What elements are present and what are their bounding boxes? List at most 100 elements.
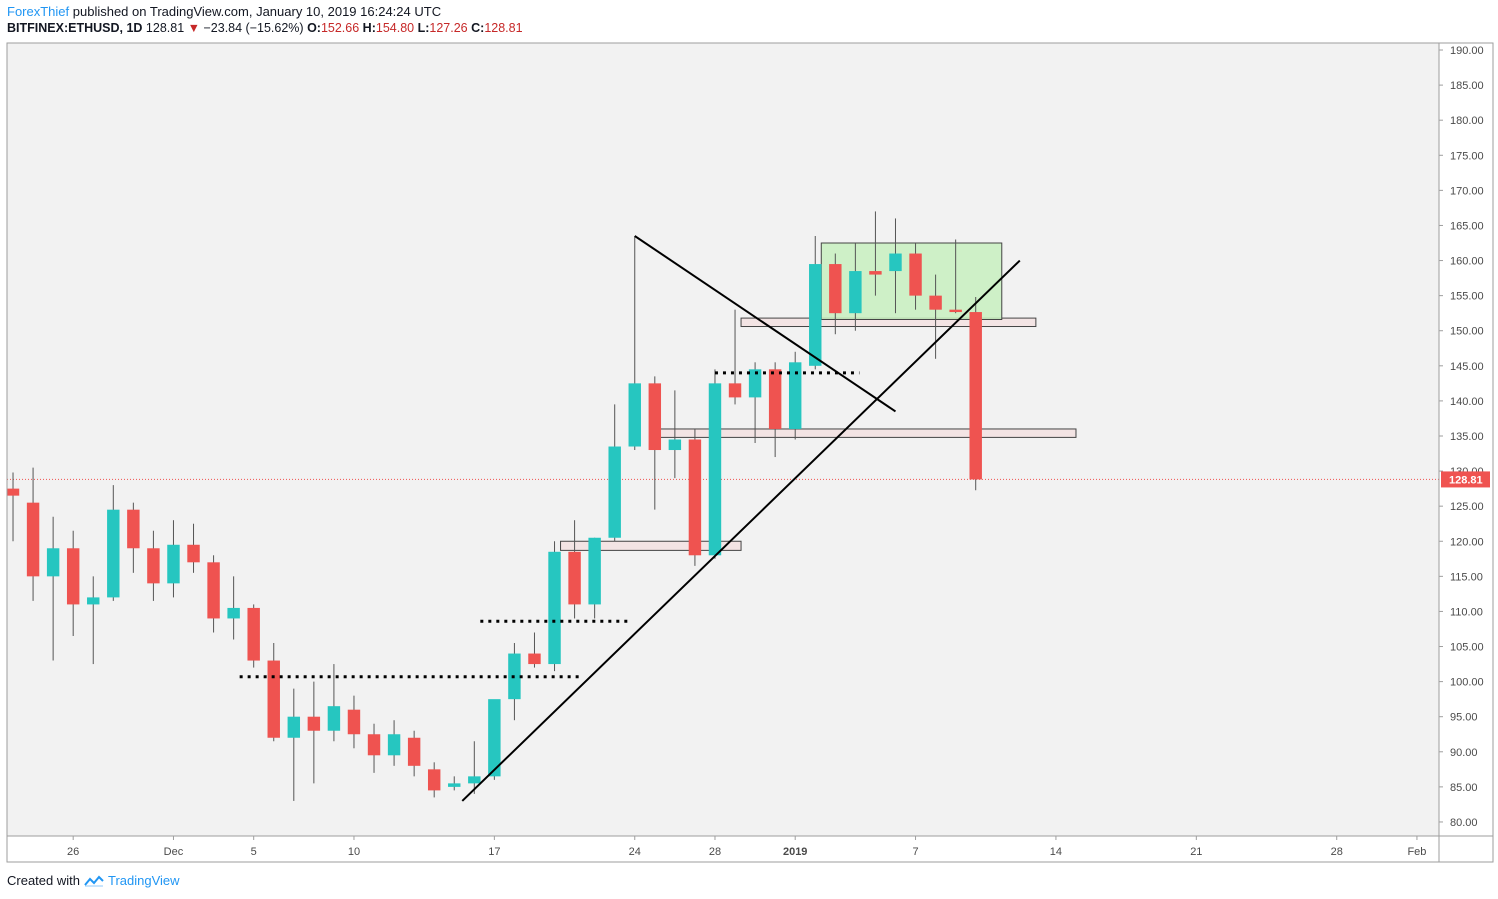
x-tick-label: 28 <box>709 846 721 858</box>
price-change: −23.84 (−15.62%) <box>203 21 304 35</box>
candle-body <box>327 706 341 731</box>
y-tick-label: 120.00 <box>1450 536 1484 548</box>
candle[interactable] <box>548 541 561 672</box>
x-tick-label: 5 <box>251 846 257 858</box>
candle-body <box>87 597 100 605</box>
candle-body <box>809 264 822 366</box>
candle[interactable] <box>909 243 922 310</box>
candle[interactable] <box>688 428 702 566</box>
candle[interactable] <box>728 309 742 405</box>
low-value: 127.26 <box>429 21 468 35</box>
time-axis[interactable] <box>7 836 1493 862</box>
plot-area[interactable] <box>7 43 1439 836</box>
candle-body <box>688 439 702 556</box>
candle-body <box>568 551 581 605</box>
candle[interactable] <box>849 243 862 331</box>
y-tick-label: 160.00 <box>1450 256 1484 268</box>
candle[interactable] <box>227 576 240 640</box>
candle[interactable] <box>468 741 481 794</box>
low-label: L: <box>417 21 430 35</box>
candle-body <box>407 737 421 766</box>
current-price-tag <box>1441 471 1490 488</box>
candle[interactable] <box>247 604 260 668</box>
candle[interactable] <box>387 720 401 766</box>
candle[interactable] <box>929 274 942 359</box>
candle[interactable] <box>187 523 200 573</box>
candle[interactable] <box>448 776 461 791</box>
candle-body <box>909 253 922 296</box>
candle[interactable] <box>7 472 20 542</box>
y-tick-label: 185.00 <box>1450 80 1484 92</box>
candle-body <box>107 509 120 598</box>
candle[interactable] <box>628 235 641 451</box>
candle[interactable] <box>427 762 441 798</box>
candle[interactable] <box>407 730 421 777</box>
candle[interactable] <box>87 576 100 665</box>
symbol-info: BITFINEX:ETHUSD, 1D 128.81 ▼ −23.84 (−15… <box>7 21 523 35</box>
candle[interactable] <box>568 520 581 619</box>
candle[interactable] <box>127 502 140 573</box>
rising-trendline[interactable] <box>461 259 1021 802</box>
author-link[interactable]: ForexThief <box>7 4 70 19</box>
candle[interactable] <box>708 369 722 559</box>
candle[interactable] <box>829 253 842 335</box>
candle-body <box>287 716 301 738</box>
candle[interactable] <box>608 404 621 542</box>
publish-info: ForexThief published on TradingView.com,… <box>7 4 441 19</box>
candle-body <box>448 783 461 787</box>
candle[interactable] <box>768 362 782 458</box>
candle[interactable] <box>869 211 882 296</box>
candle[interactable] <box>588 537 601 619</box>
candle-body <box>207 562 220 619</box>
tradingview-logo-icon[interactable] <box>84 875 104 887</box>
candle[interactable] <box>307 681 321 784</box>
candle[interactable] <box>969 297 982 491</box>
candle[interactable] <box>648 376 662 510</box>
candle[interactable] <box>327 664 341 742</box>
x-tick-label: 28 <box>1331 846 1343 858</box>
open-value: 152.66 <box>320 21 360 35</box>
y-tick-label: 80.00 <box>1450 817 1478 829</box>
candle[interactable] <box>748 362 762 444</box>
candle[interactable] <box>889 218 902 314</box>
candle[interactable] <box>949 239 962 314</box>
candle[interactable] <box>528 632 541 668</box>
price-axis[interactable] <box>1439 43 1493 836</box>
candle[interactable] <box>287 688 301 801</box>
candle[interactable] <box>809 235 822 370</box>
candle-body <box>367 734 381 756</box>
candle[interactable] <box>167 520 180 598</box>
candle-body <box>708 383 722 556</box>
x-tick-label: 7 <box>912 846 918 858</box>
candle[interactable] <box>147 530 160 601</box>
candle-body <box>387 734 401 756</box>
y-tick-label: 85.00 <box>1450 782 1478 794</box>
y-tick-label: 90.00 <box>1450 747 1478 759</box>
y-tick-label: 95.00 <box>1450 712 1478 724</box>
candle-body <box>167 544 180 584</box>
candle[interactable] <box>668 390 682 479</box>
candle[interactable] <box>267 643 280 742</box>
candle[interactable] <box>207 555 220 633</box>
candle-body <box>528 653 541 665</box>
candle[interactable] <box>46 516 60 661</box>
x-tick-label: 10 <box>348 846 360 858</box>
candle[interactable] <box>347 695 361 749</box>
candle[interactable] <box>788 351 802 440</box>
candle[interactable] <box>26 467 40 601</box>
candle[interactable] <box>66 530 80 636</box>
candle[interactable] <box>367 723 381 773</box>
candle[interactable] <box>488 699 501 780</box>
open-label: O: <box>307 21 321 35</box>
x-tick-label: 21 <box>1190 846 1202 858</box>
tradingview-link[interactable]: TradingView <box>107 873 180 888</box>
published-text: published on TradingView.com, January 10… <box>69 4 442 19</box>
candle[interactable] <box>107 485 120 601</box>
falling-trendline[interactable] <box>634 235 897 413</box>
candle-body <box>427 769 441 791</box>
zone-box-119[interactable] <box>560 540 742 551</box>
candle-body <box>748 369 762 398</box>
candle-body <box>127 509 140 549</box>
x-tick-label: Dec <box>164 846 184 858</box>
